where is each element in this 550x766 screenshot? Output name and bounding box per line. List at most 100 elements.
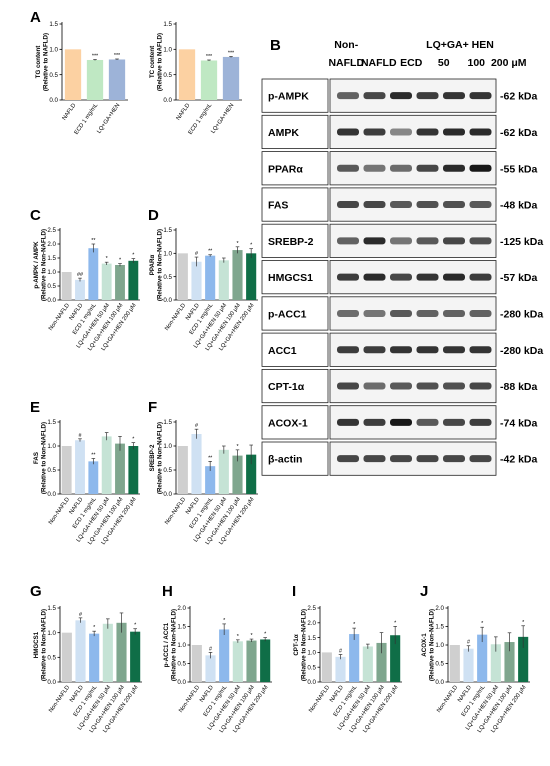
panel-letter-d: D: [148, 207, 159, 224]
blot-band: [363, 164, 386, 172]
blot-row-10: β-actin -42 kDa: [261, 441, 538, 476]
blot-row-3: FAS -48 kDa: [261, 187, 538, 222]
blot-band: [469, 273, 492, 281]
panel-letter-h: H: [162, 583, 173, 600]
blot-band: [390, 201, 412, 209]
y-tick-label: 0.5: [163, 274, 172, 281]
protein-label: FAS: [268, 200, 288, 212]
significance-label: ***: [114, 53, 121, 59]
blot-band: [416, 346, 439, 354]
blot-band: [337, 418, 359, 426]
panel-letter-j: J: [420, 583, 428, 600]
blot-band: [469, 92, 492, 100]
y-tick-label: 1.5: [49, 21, 58, 28]
blot-row-9: ACOX-1 -74 kDa: [261, 405, 538, 440]
bar: [101, 263, 112, 300]
y-tick-label: 0.5: [163, 467, 172, 474]
y-tick-label: 0.5: [435, 661, 444, 668]
protein-label-box: [261, 441, 329, 476]
significance-label: *: [394, 620, 397, 626]
y-axis-label: p-AMPK / AMPK: [33, 241, 40, 289]
y-tick-label: 0.5: [307, 664, 316, 671]
bar: [75, 440, 85, 494]
bar: [75, 279, 85, 300]
blot-band: [337, 346, 359, 354]
significance-label: *: [522, 620, 525, 626]
blot-band: [390, 92, 412, 100]
kda-label: -55 kDa: [500, 163, 538, 175]
significance-label: #: [339, 648, 342, 654]
blot-band: [337, 164, 359, 172]
blot-band: [416, 455, 439, 463]
y-tick-label: 0.0: [435, 679, 444, 686]
y-axis-label: TC content: [149, 46, 156, 78]
y-tick-label: 0.0: [163, 491, 172, 498]
protein-label-box: [261, 114, 329, 150]
protein-label-box: [261, 405, 329, 440]
kda-label: -280 kDa: [500, 345, 543, 357]
kda-label: -280 kDa: [500, 308, 543, 320]
y-tick-label: 0.0: [47, 297, 56, 304]
y-tick-label: 0.0: [307, 679, 316, 686]
kda-label: -125 kDa: [500, 236, 543, 248]
significance-label: **: [208, 455, 213, 461]
blot-band: [337, 273, 359, 281]
protein-label: HMGCS1: [268, 272, 313, 284]
y-tick-label: 2.0: [435, 605, 444, 612]
y-tick-label: 1.0: [49, 47, 58, 54]
blot-header-label: ECD: [400, 57, 423, 69]
y-tick-label: 1.5: [163, 227, 172, 234]
blot-band: [443, 346, 465, 354]
significance-label: *: [106, 256, 109, 262]
blot-band: [390, 164, 412, 172]
blot-band: [390, 455, 412, 463]
blot-band: [416, 273, 439, 281]
bar: [116, 622, 127, 682]
bar: [130, 631, 141, 682]
blot-row-2: PPARα -55 kDa: [261, 151, 538, 186]
blot-band: [390, 418, 412, 426]
panel-letter-c: C: [30, 207, 41, 224]
y-axis-label: (Relative to NAFLD): [43, 33, 50, 91]
protein-label-box: [261, 223, 329, 258]
protein-label: ACOX-1: [268, 417, 308, 429]
blot-row-0: p-AMPK -62 kDa: [261, 78, 538, 113]
bar: [75, 620, 86, 682]
blot-header-label: Non-: [334, 39, 358, 51]
bar: [218, 449, 229, 494]
y-tick-label: 0.0: [177, 679, 186, 686]
blot-band: [416, 382, 439, 390]
blot-header-label: NAFLD: [361, 57, 397, 69]
significance-label: ***: [228, 50, 235, 56]
y-axis-label: (Relative to Non-NAFLD): [41, 422, 48, 494]
bar: [518, 636, 529, 682]
blot-band: [443, 455, 465, 463]
protein-label: PPARα: [268, 163, 303, 175]
blot-band: [469, 164, 492, 172]
bar-chart-f: 0.0 0.5 1.0 1.5 SREBP-2 (Relative to Non-NAFL…: [149, 419, 258, 546]
bar: [218, 260, 229, 300]
blot-row-4: SREBP-2 -125 kDa: [261, 223, 543, 258]
y-axis-label: CPT-1α: [293, 634, 300, 656]
bar: [61, 272, 72, 300]
bar: [321, 652, 332, 682]
bar: [490, 644, 501, 682]
y-tick-label: 1.0: [163, 443, 172, 450]
bar: [191, 645, 202, 682]
y-tick-label: 0.5: [47, 283, 56, 290]
y-tick-label: 0.5: [47, 655, 56, 662]
y-tick-label: 0.0: [49, 97, 58, 104]
y-tick-label: 2.0: [47, 241, 56, 248]
y-axis-label: ACOX-1: [421, 633, 428, 657]
significance-label: *: [119, 258, 122, 264]
blot-band: [469, 455, 492, 463]
blot-band: [469, 346, 492, 354]
blot-band: [363, 309, 386, 317]
y-tick-label: 0.0: [47, 679, 56, 686]
blot-band: [363, 418, 386, 426]
protein-label-box: [261, 260, 329, 295]
panel-letter-e: E: [30, 399, 40, 416]
significance-label: #: [79, 433, 82, 439]
blot-band: [363, 237, 386, 245]
